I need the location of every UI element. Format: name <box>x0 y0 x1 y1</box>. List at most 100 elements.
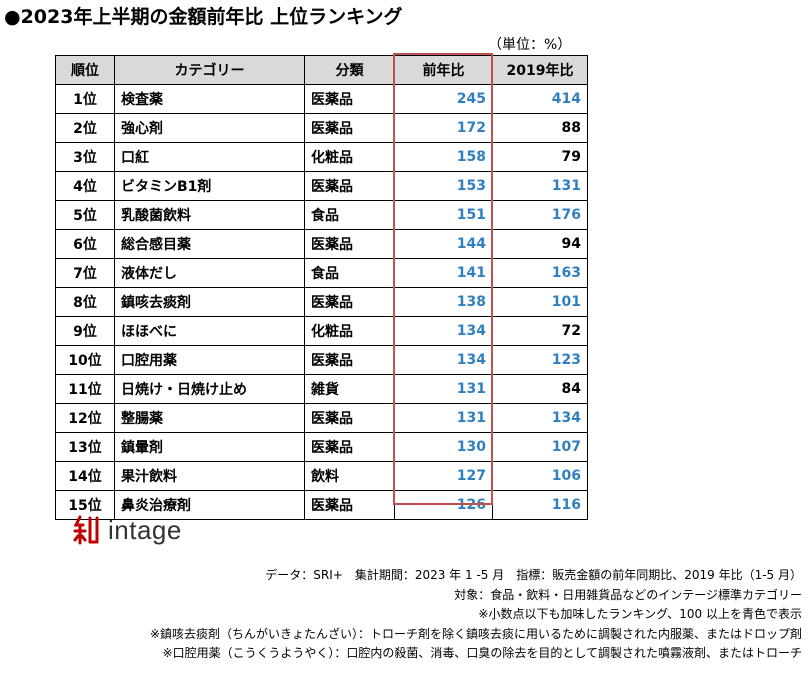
category-cell: 口腔用薬 <box>114 345 305 375</box>
rank-cell: 5位 <box>55 200 115 230</box>
category-cell: 果汁飲料 <box>114 461 305 491</box>
yoy-value-cell: 144 <box>394 229 493 259</box>
yoy-value-cell: 131 <box>394 403 493 433</box>
vs2019-value-cell: 94 <box>492 229 588 259</box>
yoy-value-cell: 126 <box>394 490 493 520</box>
class-cell: 飲料 <box>304 461 395 491</box>
rank-cell: 11位 <box>55 374 115 404</box>
category-cell: 整腸薬 <box>114 403 305 433</box>
rank-cell: 15位 <box>55 490 115 520</box>
yoy-value-cell: 151 <box>394 200 493 230</box>
rank-cell: 9位 <box>55 316 115 346</box>
class-cell: 医薬品 <box>304 490 395 520</box>
table-row: 9位 ほほべに 化粧品 134 72 <box>55 316 588 346</box>
rank-cell: 8位 <box>55 287 115 317</box>
category-cell: ほほべに <box>114 316 305 346</box>
table-row: 2位 強心剤 医薬品 172 88 <box>55 113 588 143</box>
vs2019-value-cell: 176 <box>492 200 588 230</box>
rank-cell: 14位 <box>55 461 115 491</box>
vs2019-value-cell: 84 <box>492 374 588 404</box>
intage-logo: intage <box>72 514 182 546</box>
table-row: 12位 整腸薬 医薬品 131 134 <box>55 403 588 433</box>
class-cell: 雑貨 <box>304 374 395 404</box>
class-cell: 化粧品 <box>304 316 395 346</box>
table-row: 7位 液体だし 食品 141 163 <box>55 258 588 288</box>
rank-cell: 1位 <box>55 84 115 114</box>
unit-label: （単位：%） <box>488 37 572 53</box>
vs2019-value-cell: 79 <box>492 142 588 172</box>
yoy-value-cell: 153 <box>394 171 493 201</box>
rank-cell: 2位 <box>55 113 115 143</box>
table-row: 3位 口紅 化粧品 158 79 <box>55 142 588 172</box>
vs2019-value-cell: 72 <box>492 316 588 346</box>
class-cell: 医薬品 <box>304 171 395 201</box>
vs2019-value-cell: 123 <box>492 345 588 375</box>
category-cell: 鎮暈剤 <box>114 432 305 462</box>
footnote-target: 対象：食品・飲料・日用雑貨品などのインテージ標準カテゴリー <box>454 587 802 602</box>
vs2019-value-cell: 116 <box>492 490 588 520</box>
table-row: 11位 日焼け・日焼け止め 雑貨 131 84 <box>55 374 588 404</box>
class-cell: 食品 <box>304 258 395 288</box>
table-row: 4位 ビタミンB1剤 医薬品 153 131 <box>55 171 588 201</box>
class-cell: 医薬品 <box>304 403 395 433</box>
category-cell: 総合感目薬 <box>114 229 305 259</box>
table-header-row: 順位 カテゴリー 分類 前年比 2019年比 <box>55 55 588 85</box>
table-row: 15位 鼻炎治療剤 医薬品 126 116 <box>55 490 588 520</box>
vs2019-value-cell: 106 <box>492 461 588 491</box>
class-cell: 医薬品 <box>304 229 395 259</box>
yoy-value-cell: 127 <box>394 461 493 491</box>
yoy-value-cell: 130 <box>394 432 493 462</box>
intage-logo-text: intage <box>108 514 182 545</box>
yoy-value-cell: 138 <box>394 287 493 317</box>
table-body: 1位 検査薬 医薬品 245 414 2位 強心剤 医薬品 172 88 3位 口紅 化粧品 158 79 4… <box>55 84 588 520</box>
category-cell: 強心剤 <box>114 113 305 143</box>
rank-cell: 7位 <box>55 258 115 288</box>
table-row: 5位 乳酸菌飲料 食品 151 176 <box>55 200 588 230</box>
class-cell: 食品 <box>304 200 395 230</box>
table-row: 10位 口腔用薬 医薬品 134 123 <box>55 345 588 375</box>
vs2019-value-cell: 131 <box>492 171 588 201</box>
header-class: 分類 <box>304 55 395 85</box>
yoy-value-cell: 158 <box>394 142 493 172</box>
category-cell: 液体だし <box>114 258 305 288</box>
class-cell: 医薬品 <box>304 84 395 114</box>
table-row: 13位 鎮暈剤 医薬品 130 107 <box>55 432 588 462</box>
vs2019-value-cell: 88 <box>492 113 588 143</box>
class-cell: 医薬品 <box>304 432 395 462</box>
intage-logo-mark-icon <box>73 515 99 545</box>
table-row: 6位 総合感目薬 医薬品 144 94 <box>55 229 588 259</box>
footnotes: データ：SRI+ 集計期間：2023 年 1 -5 月 指標：販売金額の前年同期… <box>150 566 802 664</box>
header-2019: 2019年比 <box>492 55 588 85</box>
header-rank: 順位 <box>55 55 115 85</box>
category-cell: 鎮咳去痰剤 <box>114 287 305 317</box>
vs2019-value-cell: 414 <box>492 84 588 114</box>
footnote-data-source: データ：SRI+ 集計期間：2023 年 1 -5 月 指標：販売金額の前年同期… <box>265 568 802 582</box>
category-cell: 検査薬 <box>114 84 305 114</box>
category-cell: ビタミンB1剤 <box>114 171 305 201</box>
rank-cell: 3位 <box>55 142 115 172</box>
category-cell: 乳酸菌飲料 <box>114 200 305 230</box>
yoy-value-cell: 172 <box>394 113 493 143</box>
rank-cell: 4位 <box>55 171 115 201</box>
category-cell: 鼻炎治療剤 <box>114 490 305 520</box>
vs2019-value-cell: 134 <box>492 403 588 433</box>
vs2019-value-cell: 101 <box>492 287 588 317</box>
footnote-koukuu: ※口腔用薬（こうくうようやく）：口腔内の殺菌、消毒、口臭の除去を目的として調製さ… <box>162 646 802 660</box>
yoy-value-cell: 134 <box>394 316 493 346</box>
yoy-value-cell: 134 <box>394 345 493 375</box>
yoy-value-cell: 245 <box>394 84 493 114</box>
table-row: 1位 検査薬 医薬品 245 414 <box>55 84 588 114</box>
yoy-value-cell: 141 <box>394 258 493 288</box>
yoy-value-cell: 131 <box>394 374 493 404</box>
table-row: 8位 鎮咳去痰剤 医薬品 138 101 <box>55 287 588 317</box>
class-cell: 化粧品 <box>304 142 395 172</box>
page-title: ●2023年上半期の金額前年比 上位ランキング <box>4 6 403 28</box>
vs2019-value-cell: 107 <box>492 432 588 462</box>
footnote-ranking-rule: ※小数点以下も加味したランキング、100 以上を青色で表示 <box>478 607 802 621</box>
header-category: カテゴリー <box>114 55 305 85</box>
header-yoy: 前年比 <box>394 55 493 85</box>
class-cell: 医薬品 <box>304 345 395 375</box>
rank-cell: 13位 <box>55 432 115 462</box>
table-row: 14位 果汁飲料 飲料 127 106 <box>55 461 588 491</box>
footnote-chingai: ※鎮咳去痰剤（ちんがいきょたんざい）：トローチ剤を除く鎮咳去痰に用いるために調製… <box>149 626 802 641</box>
